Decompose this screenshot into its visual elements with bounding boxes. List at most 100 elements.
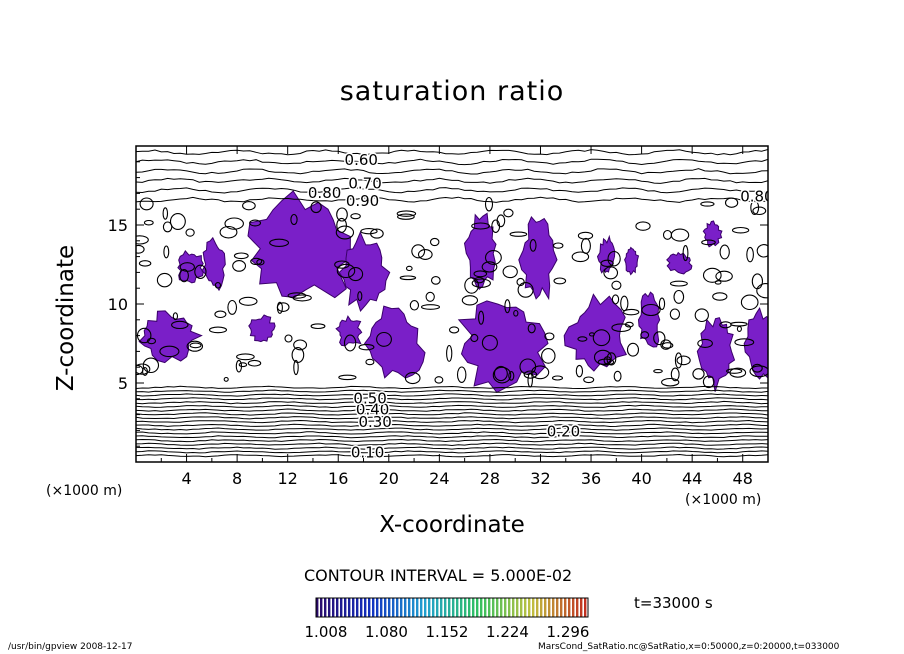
contour-loop [238,362,248,368]
contour-loop [756,283,768,299]
x-axis-unit: (×1000 m) [685,492,762,508]
contour-loop [417,249,433,260]
supersaturated-region [201,236,226,292]
colorbar-cell [424,598,427,617]
contour-loop [481,261,498,273]
contour-loop [290,213,298,226]
colorbar-cell [440,598,443,617]
footer-left: /usr/bin/gpview 2008-12-17 [8,642,133,652]
contour-loop [142,357,160,374]
contour-loop [517,282,534,298]
contour-loop [611,323,632,333]
contour-loop [702,267,722,283]
colorbar-cell [536,598,539,617]
contour-loop [219,225,238,239]
contour-line [136,385,768,390]
contour-label: 0.90 [346,192,379,210]
contour-loop [162,207,169,220]
contour-line [136,168,768,175]
colorbar-cell [396,598,399,617]
contour-loop [606,352,617,366]
colorbar-cell [512,598,515,617]
contour-loop [580,237,591,254]
contour-loop [249,219,262,227]
contour-loop [729,367,747,378]
colorbar-cell [380,598,383,617]
contour-loop [736,325,742,332]
contour-loop [603,266,619,280]
contour-loop [588,332,595,337]
colorbar-cell [516,598,519,617]
colorbar-cell [356,598,359,617]
colorbar-cell [584,598,587,617]
contour-line [136,446,768,450]
contour-loop [611,294,620,305]
contour-loop [504,299,511,314]
contour-loop [577,231,594,240]
contour-loop [336,207,348,222]
x-tick-label: 24 [429,469,449,488]
contour-loop [694,308,709,323]
colorbar-cell [324,598,327,617]
colorbar-cell [364,598,367,617]
contour-loop [138,260,152,267]
colorbar-cell [492,598,495,617]
supersaturated-region [596,234,616,274]
contour-loop [700,201,715,207]
colorbar-cell [476,598,479,617]
colorbar-cell [420,598,423,617]
contour-line [136,196,768,203]
contour-loop [478,310,485,325]
colorbar-cell [444,598,447,617]
contour-label: 0.10 [351,443,384,461]
contour-loop [712,292,728,301]
colorbar-cell [572,598,575,617]
contour-loop [227,299,238,315]
contour-loop [481,334,498,351]
contour-loop [179,268,189,283]
contour-loop [661,377,680,387]
contour-loop [357,291,363,302]
contour-line [136,408,768,412]
contour-loop [159,345,180,358]
x-axis-label: X-coordinate [379,512,525,538]
contour-loop [674,352,683,369]
contour-loop [473,270,488,278]
colorbar-cell [368,598,371,617]
colorbar-cell [524,598,527,617]
supersaturated-region [743,307,768,380]
colorbar-cell [404,598,407,617]
contour-loop [186,340,204,352]
contour-loop [434,376,444,384]
contour-loop [611,280,622,290]
y-tick-label: 10 [108,295,128,314]
contour-loop [233,252,249,260]
contour-loop [232,260,247,272]
contour-loop [692,368,705,380]
colorbar-cell [456,598,459,617]
contour-loop [740,294,759,311]
contour-loop [396,210,417,217]
colorbar-cell [316,598,319,617]
contour-loop [734,338,755,347]
colorbar-cell [464,598,467,617]
contour-loop [523,370,538,379]
contour-line [136,416,768,420]
contour-loop [142,367,148,376]
contour-loop [513,309,519,317]
contour-loop [635,221,651,231]
contour-loop [541,348,556,364]
contour-label: 0.30 [358,413,391,431]
contour-label: 0.70 [348,175,381,193]
contour-loop [531,365,550,380]
contour-loop [502,265,518,279]
contour-loop [670,228,690,242]
x-tick-label: 8 [232,469,242,488]
colorbar-cell [556,598,559,617]
contour-loop [529,239,537,252]
contour-loop [335,225,355,240]
contour-loop [284,334,293,343]
contour-loop [571,251,590,263]
contour-loop [338,374,357,381]
contour-loop [214,310,227,319]
